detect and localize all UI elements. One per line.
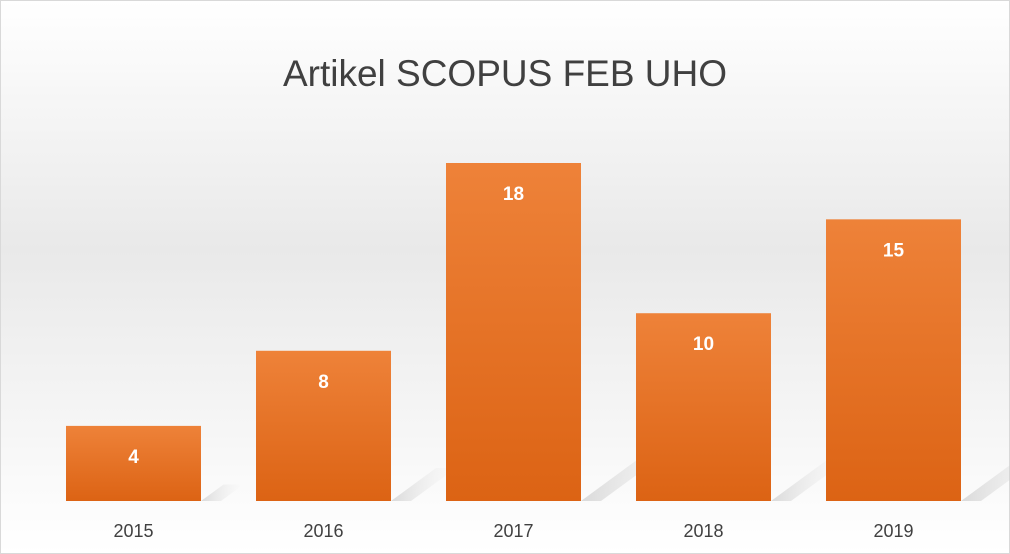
value-label: 4	[128, 447, 139, 468]
x-tick-label: 2018	[683, 521, 723, 541]
bar	[66, 425, 201, 501]
bar	[636, 313, 771, 501]
x-tick-label: 2017	[493, 521, 533, 541]
bar-shadow	[961, 465, 1010, 501]
value-label: 10	[693, 334, 714, 355]
bar	[446, 163, 581, 501]
value-label: 18	[503, 184, 524, 205]
x-tick-label: 2019	[873, 521, 913, 541]
bar	[826, 219, 961, 502]
chart-title: Artikel SCOPUS FEB UHO	[283, 53, 727, 94]
value-label: 8	[318, 372, 329, 393]
x-tick-label: 2015	[113, 521, 153, 541]
x-tick-label: 2016	[303, 521, 343, 541]
value-label: 15	[883, 240, 905, 261]
bar	[256, 350, 391, 501]
bar-shadow	[201, 484, 244, 501]
bar-shadow	[391, 467, 457, 501]
